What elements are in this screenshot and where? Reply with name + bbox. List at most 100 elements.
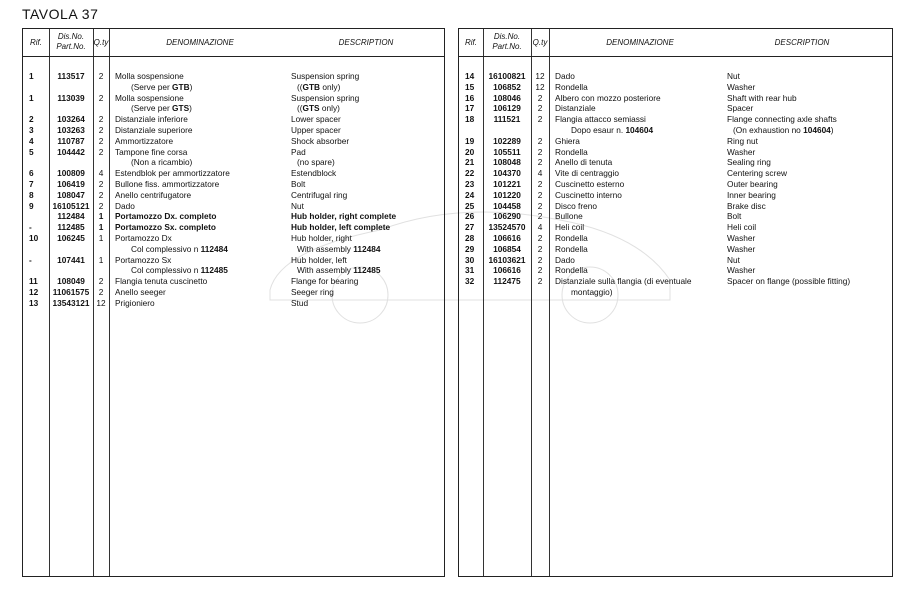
table-row: 16 108046 2 Albero con mozzo posteriore Shaf… [459,93,892,104]
denominazione: Portamozzo Sx [115,255,171,266]
description-text: Nut [727,254,740,265]
description: Seeger ring [291,287,334,298]
quantity: 2 [537,178,543,189]
denominazione: Tampone fine corsa [115,147,187,158]
denominazione: Ammortizzatore [115,136,173,147]
part-number: 104370 [493,168,521,179]
denominazione-text: Rondella [555,146,588,157]
quantity: 2 [537,232,543,243]
table-row: (Serve per GTS) ((GTS only) [23,103,444,114]
denominazione: Flangia attacco semiassi [555,114,646,125]
description-text: Outer bearing [727,178,778,189]
description-text: Shaft with rear hub [727,92,797,103]
description-text: Shock absorber [291,135,350,146]
header-denominazione: DENOMINAZIONE [166,38,234,47]
denominazione-text: Flangia attacco semiassi [555,114,646,125]
rif-number: 28 [465,232,475,243]
quantity: 4 [98,168,104,179]
description: Estendblock [291,168,336,179]
description: Nut [727,71,740,82]
denominazione-text: Dado [115,200,135,211]
description: Hub holder, left complete [291,222,390,233]
description: Spacer on flange (possible fitting) [727,276,850,287]
rif-number: 23 [465,178,475,189]
table-row: 14 16100821 12 Dado Nut [459,71,892,82]
description: Pad [291,147,306,158]
description-text: Sealing ring [727,157,771,168]
denominazione: Heli coil [555,222,584,233]
table-row: 21 108048 2 Anello di tenuta Sealing ring [459,157,892,168]
denominazione: (Serve per GTB) [131,82,192,93]
denominazione: Dado [555,255,575,266]
description-text: Centrifugal ring [291,189,348,200]
header-qty: Q.ty [93,38,109,47]
description-text: only) [320,81,341,92]
part-number: 106245 [57,232,85,243]
header-description: DESCRIPTION [338,38,394,47]
description-text: Spacer [727,103,754,114]
part-number: 112475 [493,276,521,287]
denominazione: Vite di centraggio [555,168,619,179]
description: Shaft with rear hub [727,93,797,104]
denominazione-text: Portamozzo Sx. completo [115,222,216,233]
part-number: 16100821 [488,71,526,81]
parts-table-right: Rif. Dis.No. Part.No. Q.ty DENOMINAZIONE DESC… [458,28,893,577]
quantity: 1 [98,254,104,265]
column-divider [109,29,110,576]
table-row: 22 104370 4 Vite di centraggio Centering scr… [459,168,892,179]
quantity: 2 [98,178,104,189]
description: Washer [727,147,755,158]
denominazione: Ghiera [555,136,580,147]
table-row: 19 102289 2 Ghiera Ring nut [459,136,892,147]
denominazione-bold: 112484 [200,243,228,254]
quantity: 2 [98,276,104,287]
rif-number: 30 [465,254,475,265]
part-number: 104442 [57,146,85,157]
description-text: (( [297,103,303,114]
header-part-no: Dis.No. [57,32,85,41]
rif-number: 11 [29,276,38,287]
rif-number: 1 [29,92,34,103]
part-number: 13543121 [52,297,90,308]
table-row: 4 110787 2 Ammortizzatore Shock absorber [23,136,444,147]
quantity: 4 [537,168,543,179]
denominazione: Estendblok per ammortizzatore [115,168,230,179]
description: Centering screw [727,168,787,179]
rif-number: 15 [465,81,475,92]
quantity: 12 [96,297,106,308]
description-bold: 112485 [353,265,381,276]
quantity: 12 [535,81,545,92]
rif-number: 27 [465,222,475,233]
denominazione-text: Rondella [555,232,588,243]
description: Hub holder, right complete [291,211,396,222]
rif-number: 9 [29,200,34,211]
denominazione-bold: GTS [172,103,190,114]
description-text: Lower spacer [291,114,341,125]
description-bold: 104604 [803,124,831,135]
description: Bolt [727,211,741,222]
table-row: 13 13543121 12 Prigioniero Stud [23,298,444,309]
denominazione: Flangia tenuta cuscinetto [115,276,207,287]
rif-number: 19 [465,135,475,146]
rif-number: 20 [465,146,475,157]
denominazione: Rondella [555,233,588,244]
quantity: 2 [537,135,543,146]
denominazione-text: Rondella [555,81,588,92]
description-text: Pad [291,146,306,157]
table-row: 30 16103621 2 Dado Nut [459,255,892,266]
denominazione-text: Distanziale inferiore [115,114,188,125]
denominazione: (Serve per GTS) [131,103,192,114]
denominazione-text: Albero con mozzo posteriore [555,92,661,103]
table-row: Col complessivo n 112485 With assembly 11… [23,265,444,276]
quantity: 2 [537,146,543,157]
denominazione-text: Ghiera [555,135,580,146]
denominazione: Disco freno [555,201,597,212]
table-row: 5 104442 2 Tampone fine corsa Pad [23,147,444,158]
quantity: 2 [537,265,543,276]
description: Stud [291,298,308,309]
denominazione-text: Cuscinetto interno [555,189,622,200]
rif-number: 14 [465,71,475,81]
quantity: 2 [537,114,543,125]
denominazione-text: Prigioniero [115,297,155,308]
description-text: (On exhaustion no [733,124,804,135]
